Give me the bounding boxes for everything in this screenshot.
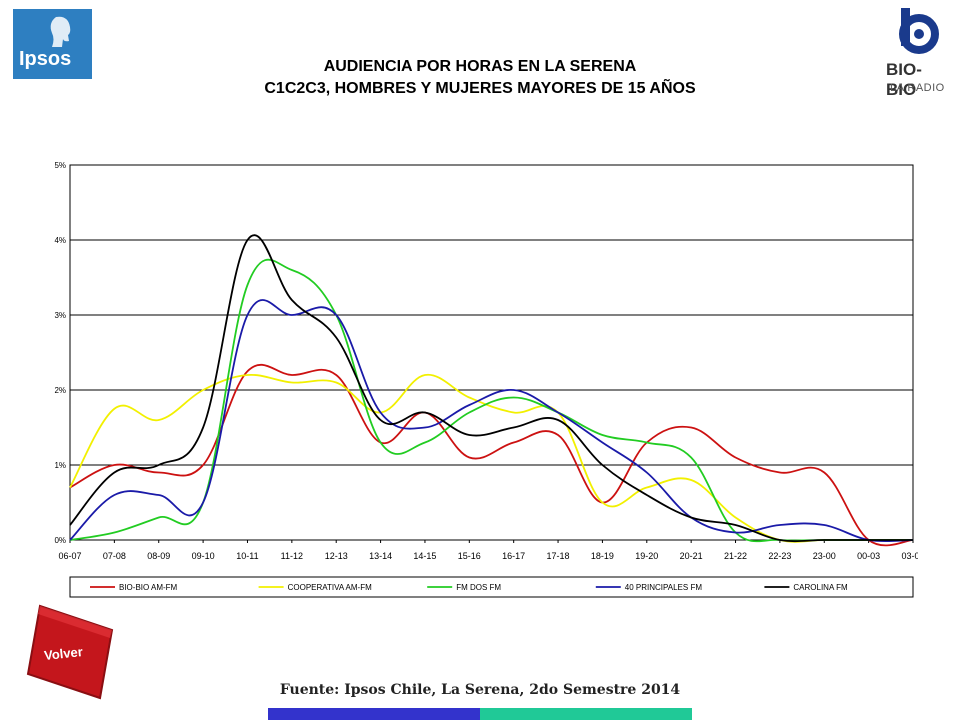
- x-tick-label: 22-23: [768, 551, 791, 561]
- y-tick-label: 3%: [54, 311, 66, 320]
- legend-box: [69, 576, 914, 598]
- title-line-2: C1C2C3, HOMBRES Y MUJERES MAYORES DE 15 …: [264, 80, 696, 97]
- x-tick-label: 11-12: [281, 551, 303, 561]
- audience-line-chart: 0% 1% 2% 3% 4% 5% 06-07 07-08 08-09 09-10 10-11 11-…: [54, 161, 925, 598]
- x-tick-label: 10-11: [236, 551, 258, 561]
- series-line-0: [69, 364, 914, 547]
- x-tick-label: 12-13: [325, 551, 348, 561]
- x-tick-label: 13-14: [369, 551, 392, 561]
- ipsos-head-icon: [50, 16, 71, 47]
- x-tick-label: 07-08: [103, 551, 126, 561]
- series-line-2: [69, 258, 913, 543]
- x-tick-label: 06-07: [58, 551, 81, 561]
- x-tick-label: 09-10: [192, 551, 215, 561]
- biobio-logo-sub: LA RADIO: [890, 82, 945, 94]
- ipsos-logo-text: Ipsos: [19, 48, 72, 70]
- title-line-1: AUDIENCIA POR HORAS EN LA SERENA: [323, 58, 637, 75]
- x-tick-label: 17-18: [547, 551, 570, 561]
- page-title: AUDIENCIA POR HORAS EN LA SERENA C1C2C3,…: [0, 56, 960, 100]
- chart-area: 0% 1% 2% 3% 4% 5% 06-07 07-08 08-09 09-10 10-11 11-…: [40, 150, 925, 600]
- x-tick-label: 16-17: [502, 551, 525, 561]
- footer-bar-teal: [480, 708, 692, 720]
- series-line-4: [69, 234, 913, 543]
- biobio-mark-icon: [899, 8, 939, 54]
- x-tick-label: 23-00: [813, 551, 836, 561]
- legend-label: CAROLINA FM: [793, 583, 848, 592]
- volver-button[interactable]: Volver: [26, 602, 116, 702]
- legend-label: COOPERATIVA AM-FM: [288, 583, 372, 592]
- series-line-3: [69, 299, 914, 543]
- x-tick-label: 14-15: [413, 551, 436, 561]
- plot-area: [69, 164, 914, 541]
- x-tick-label: 03-06: [901, 551, 918, 561]
- x-tick-label: 20-21: [680, 551, 703, 561]
- y-tick-label: 2%: [54, 386, 66, 395]
- x-tick-label: 18-19: [591, 551, 614, 561]
- footer-bar-blue: [268, 708, 480, 720]
- source-footer: Fuente: Ipsos Chile, La Serena, 2do Seme…: [279, 682, 681, 698]
- y-tick-label: 4%: [54, 236, 66, 245]
- volver-shape[interactable]: [26, 602, 116, 702]
- legend-label: BIO-BIO AM-FM: [119, 583, 178, 592]
- y-tick-label: 1%: [54, 461, 66, 470]
- biobio-logo: BIO-BIO LA RADIO: [884, 6, 950, 99]
- x-tick-label: 00-03: [857, 551, 880, 561]
- x-tick-label: 08-09: [147, 551, 170, 561]
- x-tick-label: 19-20: [635, 551, 658, 561]
- legend-label: 40 PRINCIPALES FM: [625, 583, 703, 592]
- biobio-logo-name: BIO-BIO: [886, 60, 922, 99]
- y-tick-label: 0%: [54, 536, 66, 545]
- ipsos-logo: Ipsos: [13, 9, 92, 79]
- y-tick-label: 5%: [54, 161, 66, 170]
- x-tick-label: 21-22: [724, 551, 747, 561]
- x-tick-label: 15-16: [458, 551, 481, 561]
- legend-label: FM DOS FM: [456, 583, 501, 592]
